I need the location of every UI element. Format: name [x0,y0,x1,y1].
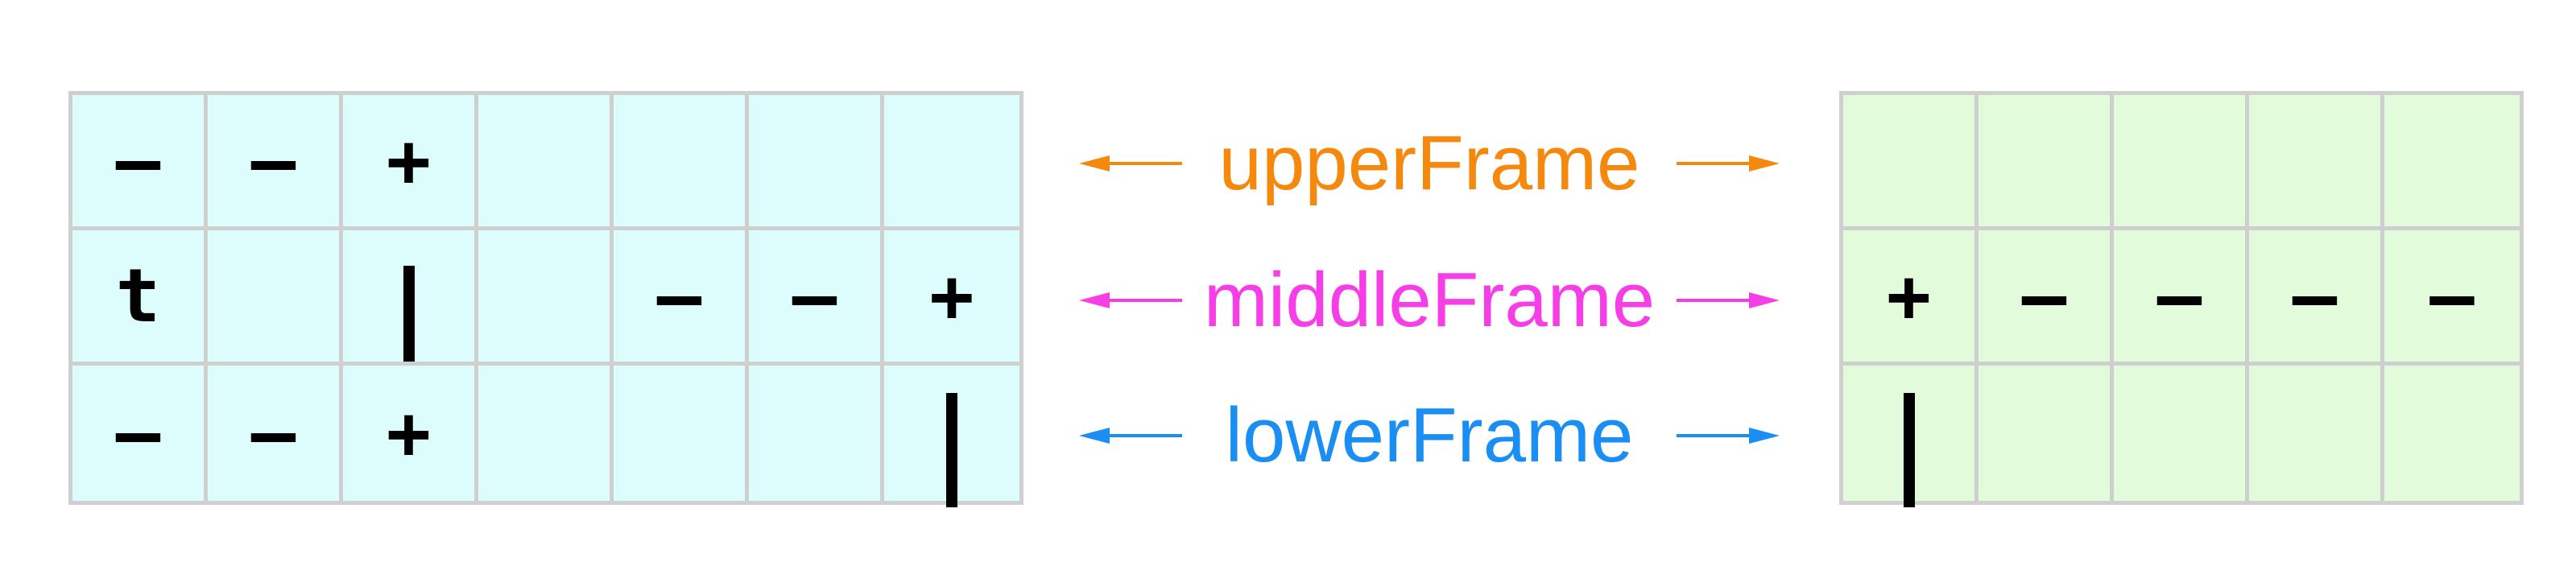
grid-cell [1979,95,2114,230]
grid-cell [2114,366,2249,501]
grid-cell: – [749,230,884,366]
grid-cell [1843,95,1979,230]
upper-frame-label: upperFrame [1218,120,1640,206]
grid-cell: – [2249,230,2384,366]
grid-cell: + [884,230,1019,366]
right-frame-grid: +––––| [1839,91,2524,507]
grid-cell: – [2384,230,2520,366]
grid-cell: | [343,230,478,366]
grid-cell [2384,95,2520,230]
vertical-bar-mark [946,393,957,507]
middle-frame-label: middleFrame [1203,257,1656,343]
grid-cell [2249,95,2384,230]
grid-cell: | [1843,366,1979,507]
cell-symbol: – [115,117,161,204]
lower-frame-label-row: lowerFrame [1079,387,1780,484]
grid-cell [614,366,749,501]
grid-cell [1979,366,2114,501]
cell-symbol: + [1886,252,1932,339]
grid-cell [478,230,614,366]
grid-cell: – [208,366,343,501]
middle-frame-label-row: middleFrame [1079,252,1780,349]
grid-cell [208,230,343,366]
cell-symbol: – [115,390,161,476]
grid-cell [478,366,614,501]
grid-cell [749,95,884,230]
grid-cell: + [343,95,478,230]
left-arrow-icon [1079,155,1182,172]
grid-cell: – [72,366,208,501]
grid-cell [2249,366,2384,501]
grid-cell: t [72,230,208,366]
grid-cell: – [208,95,343,230]
cell-symbol: – [656,252,702,339]
upper-frame-label-row: upperFrame [1079,115,1780,212]
cell-symbol: – [2292,252,2338,339]
right-arrow-icon [1677,428,1780,444]
cell-symbol: – [2156,252,2202,339]
grid-cell: – [72,95,208,230]
cell-symbol: – [250,117,296,204]
cell-symbol: – [792,252,837,339]
right-arrow-icon [1677,292,1780,308]
cell-symbol: + [386,117,432,204]
grid-cell: + [343,366,478,501]
grid-cell [478,95,614,230]
grid-cell: – [2114,230,2249,366]
right-arrow-icon [1677,155,1780,172]
grid-cell [2114,95,2249,230]
cell-symbol: + [929,252,974,339]
grid-cell [749,366,884,501]
cell-symbol: – [2429,252,2475,339]
grid-cell [2384,366,2520,501]
cell-symbol: – [2021,252,2067,339]
cell-symbol: t [115,252,161,339]
left-arrow-icon [1079,292,1182,308]
left-frame-grid: ––+t|––+––+| [68,91,1023,507]
grid-cell: – [614,230,749,366]
vertical-bar-mark [403,266,415,362]
lower-frame-label: lowerFrame [1225,392,1634,478]
left-arrow-icon [1079,428,1182,444]
vertical-bar-mark [1903,393,1915,507]
grid-cell: + [1843,230,1979,366]
grid-cell: – [1979,230,2114,366]
cell-symbol: – [250,390,296,476]
grid-cell: | [884,366,1019,507]
grid-cell [884,95,1019,230]
grid-cell [614,95,749,230]
cell-symbol: + [386,390,432,476]
